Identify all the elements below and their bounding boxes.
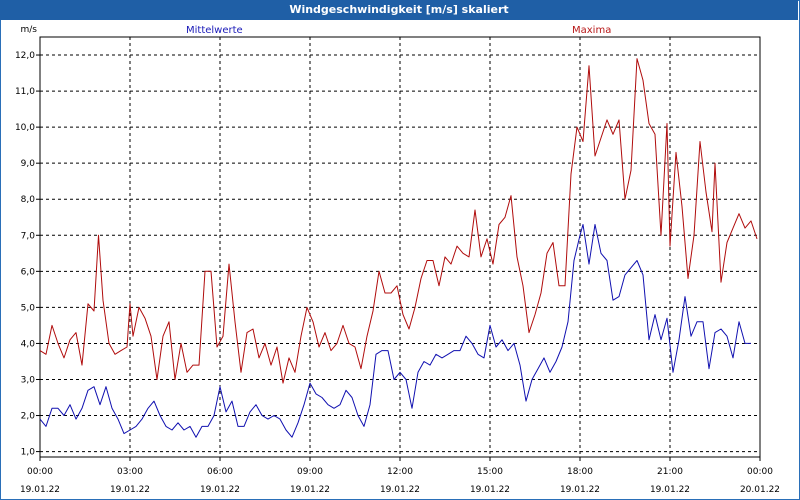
y-tick-label: 8,0 <box>21 195 36 205</box>
x-tick-time-label: 00:00 <box>27 467 53 477</box>
x-tick-date-label: 19.01.22 <box>560 485 600 495</box>
y-tick-label: 10,0 <box>15 123 35 133</box>
x-tick-date-label: 19.01.22 <box>20 485 60 495</box>
x-tick-date-label: 19.01.22 <box>290 485 330 495</box>
y-tick-label: 3,0 <box>21 375 36 385</box>
y-tick-label: 12,0 <box>15 51 35 61</box>
series-line-maxima <box>39 58 758 384</box>
x-tick-time-label: 06:00 <box>207 467 233 477</box>
x-tick-date-label: 20.01.22 <box>740 485 780 495</box>
x-tick-time-label: 00:00 <box>747 467 773 477</box>
x-tick-time-label: 18:00 <box>567 467 593 477</box>
y-tick-label: 7,0 <box>21 231 36 241</box>
x-tick-time-label: 21:00 <box>657 467 683 477</box>
x-tick-time-label: 09:00 <box>297 467 323 477</box>
y-tick-label: 6,0 <box>21 267 36 277</box>
x-tick-time-label: 15:00 <box>477 467 503 477</box>
y-tick-label: 11,0 <box>15 87 35 97</box>
y-axis-unit: m/s <box>21 25 38 35</box>
x-tick-date-label: 19.01.22 <box>110 485 150 495</box>
legend-label-mittelwerte: Mittelwerte <box>186 25 243 36</box>
legend-label-maxima: Maxima <box>572 25 612 36</box>
y-tick-label: 2,0 <box>21 412 36 422</box>
x-tick-time-label: 03:00 <box>117 467 143 477</box>
x-tick-date-label: 19.01.22 <box>470 485 510 495</box>
x-tick-date-label: 19.01.22 <box>200 485 240 495</box>
y-tick-label: 1,0 <box>21 448 36 458</box>
window-title: Windgeschwindigkeit [m/s] skaliert <box>0 0 798 20</box>
x-tick-time-label: 12:00 <box>387 467 413 477</box>
x-tick-date-label: 19.01.22 <box>650 485 690 495</box>
y-tick-label: 5,0 <box>21 303 36 313</box>
y-tick-label: 9,0 <box>21 159 36 169</box>
x-tick-date-label: 19.01.22 <box>380 485 420 495</box>
y-tick-label: 4,0 <box>21 339 36 349</box>
series-line-mittelwerte <box>39 224 751 438</box>
